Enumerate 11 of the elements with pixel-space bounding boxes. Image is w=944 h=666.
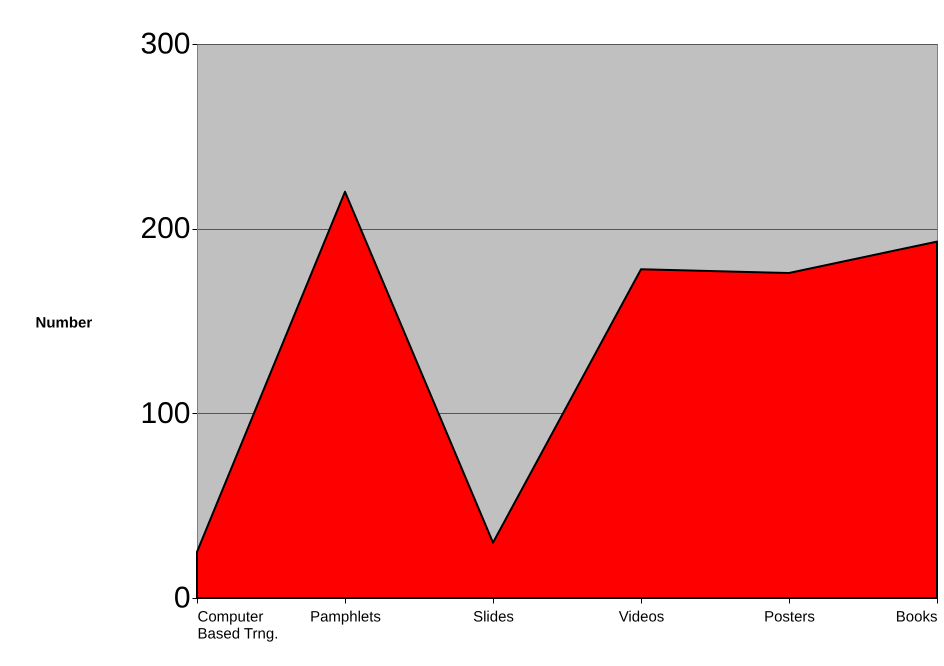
y-tick-label: 100 bbox=[140, 396, 190, 430]
y-tick-label: 0 bbox=[174, 582, 190, 614]
x-tick-label: Slides bbox=[473, 608, 514, 626]
y-axis-title: Number bbox=[36, 314, 92, 332]
y-tick-label: 300 bbox=[140, 28, 190, 60]
x-tick-label: Posters bbox=[764, 608, 815, 626]
y-tick-label: 200 bbox=[140, 212, 190, 246]
x-tick-label: Books bbox=[896, 608, 938, 626]
x-tick-label: Computer Based Trng. bbox=[198, 608, 278, 642]
x-tick-label: Videos bbox=[618, 608, 664, 626]
x-tick-label: Pamphlets bbox=[310, 608, 381, 626]
